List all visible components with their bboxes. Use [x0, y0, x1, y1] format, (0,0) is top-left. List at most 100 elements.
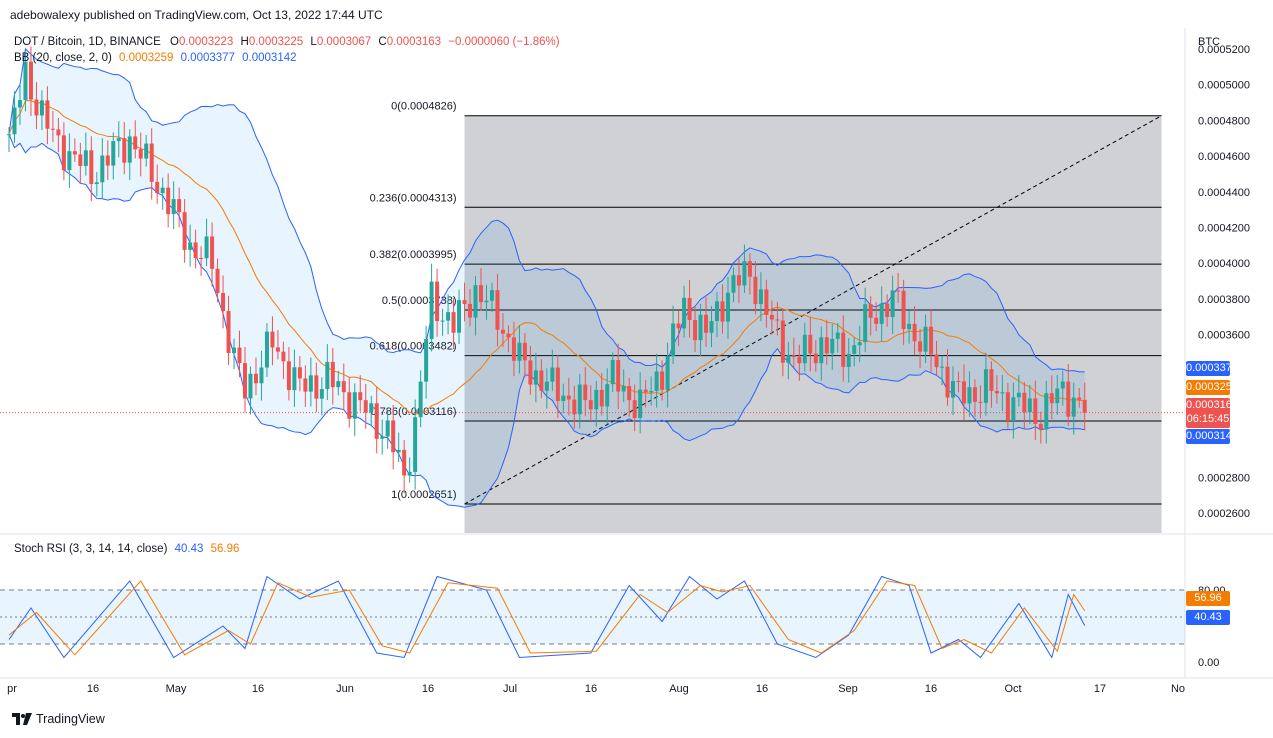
candle-body [83, 150, 88, 166]
candle-body [210, 236, 215, 269]
candle-body [473, 285, 478, 318]
candle-body [144, 143, 149, 159]
symbol-legend[interactable]: DOT / Bitcoin, 1D, BINANCE O0.0003223 H0… [14, 36, 560, 48]
candle-body [769, 314, 774, 320]
candle-body [199, 257, 204, 259]
stoch-rsi-pane[interactable] [0, 575, 1185, 659]
bb-label[interactable]: BB (20, close, 2, 0) [14, 52, 112, 64]
candle-body [292, 367, 297, 391]
candle-body [665, 356, 670, 390]
candle-body [451, 312, 456, 333]
candle-body [12, 107, 17, 135]
candle-body [308, 375, 313, 392]
candle-body [561, 395, 566, 401]
stoch-k-tag: 40.43 [1186, 610, 1230, 625]
candle-body [166, 187, 171, 215]
candle-body [841, 332, 846, 367]
candle-body [764, 289, 769, 315]
candle-body [495, 290, 500, 330]
candle-body [1044, 393, 1049, 430]
candle-body [446, 312, 451, 321]
candle-body [956, 380, 961, 382]
candle-body [511, 337, 516, 361]
price-axis-currency: BTC [1198, 36, 1220, 48]
candle-body [522, 342, 527, 361]
price-pane[interactable]: 0(0.0004826) 0.236(0.0004313) 0.382(0.0003… [0, 46, 1185, 533]
stoch-d-value: 56.96 [210, 543, 240, 555]
candle-body [802, 334, 807, 364]
low-value: 0.0003067 [316, 36, 372, 48]
candle-body [940, 366, 945, 368]
time-tick-label: Jul [503, 683, 517, 695]
time-tick-label: 17 [1094, 683, 1106, 695]
time-tick-label: Aug [669, 683, 689, 695]
candle-body [484, 300, 489, 303]
candle-body [489, 290, 494, 301]
high-label: H [240, 36, 249, 48]
candle-body [330, 361, 335, 388]
candle-body [94, 182, 99, 185]
candle-body [972, 387, 977, 402]
fib-level-label: 0.236(0.0004313) [370, 192, 457, 204]
candle-body [468, 303, 473, 318]
candle-body [352, 392, 357, 419]
fib-level-label: 1(0.0002651) [391, 489, 456, 501]
candle-body [462, 300, 467, 304]
candle-body [319, 389, 324, 399]
bollinger-basis-line [8, 100, 1085, 415]
candle-body [1011, 397, 1016, 421]
price-tag-value: 0.0003163 [1186, 399, 1238, 411]
candle-body [440, 320, 445, 322]
candle-body [215, 268, 220, 294]
candle-body [286, 361, 291, 391]
candle-body [747, 261, 752, 277]
candle-body [594, 389, 599, 410]
bb-legend[interactable]: BB (20, close, 2, 0) 0.0003259 0.0003377… [14, 52, 297, 64]
tradingview-brand[interactable]: TradingView [12, 712, 105, 726]
candle-body [610, 360, 615, 385]
symbol-title[interactable]: DOT / Bitcoin, 1D, BINANCE [14, 36, 161, 48]
candle-body [704, 314, 709, 333]
candle-body [605, 384, 610, 407]
price-axis[interactable]: 0.0005200 0.0005000 0.0004800 0.0004600 0.00… [1198, 44, 1250, 520]
candle-body [693, 320, 698, 341]
candle-body [753, 276, 758, 305]
close-label: C [378, 36, 387, 48]
candle-body [983, 369, 988, 403]
candle-body [111, 141, 116, 166]
candle-body [45, 100, 50, 129]
price-tick-label: 0.0005200 [1198, 44, 1250, 56]
candle-body [50, 128, 55, 130]
candle-body [830, 338, 835, 354]
candle-body [1055, 388, 1060, 404]
candle-body [188, 242, 193, 250]
candle-body [885, 303, 890, 317]
candle-body [418, 381, 423, 418]
candle-body [61, 135, 66, 171]
candle-body [281, 351, 286, 362]
stoch-legend[interactable]: Stoch RSI (3, 3, 14, 14, close) 40.43 56… [14, 543, 239, 555]
time-axis[interactable]: pr 16 May 16 Jun 16 Jul 16 Aug 16 Sep 16 Oct 17 No [7, 683, 1185, 695]
price-tick-label: 0.0002800 [1198, 472, 1250, 484]
candle-body [583, 384, 588, 401]
candle-body [435, 281, 440, 322]
candle-body [336, 381, 341, 388]
stoch-label[interactable]: Stoch RSI (3, 3, 14, 14, close) [14, 543, 168, 555]
candle-body [67, 151, 72, 171]
candle-body [742, 261, 747, 286]
candle-body [616, 360, 621, 392]
candle-body [232, 347, 237, 354]
candle-body [171, 199, 176, 215]
candle-body [566, 395, 571, 400]
time-tick-label: 16 [756, 683, 768, 695]
candle-body [1038, 423, 1043, 430]
candle-body [715, 301, 719, 322]
candle-body [819, 337, 824, 364]
open-value: 0.0003223 [178, 36, 234, 48]
candle-body [72, 151, 77, 155]
candle-body [39, 100, 44, 116]
candle-body [654, 371, 659, 391]
candle-body [682, 297, 687, 329]
price-tick-label: 0.0004000 [1198, 258, 1250, 270]
